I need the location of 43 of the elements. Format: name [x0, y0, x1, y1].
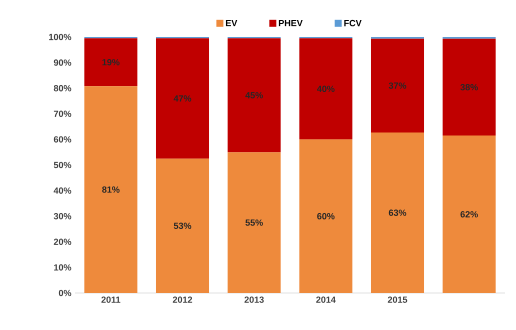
x-tick-label: 2012 [172, 296, 192, 303]
bar [84, 38, 138, 86]
y-tick-label: 40% [54, 187, 72, 194]
bar [156, 38, 210, 159]
y-tick-label: 90% [54, 59, 72, 66]
legend-label: FCV [344, 20, 362, 26]
legend-label: PHEV [278, 20, 303, 26]
y-tick-label: 30% [54, 213, 72, 220]
y-tick-label: 20% [54, 238, 72, 245]
bar [228, 38, 281, 152]
y-tick-label: 0% [58, 290, 72, 296]
y-tick-label: 10% [54, 264, 72, 271]
bar [228, 152, 281, 293]
data-label: 47% [174, 95, 192, 102]
data-label: 37% [388, 82, 406, 89]
bar [442, 38, 496, 136]
bar [370, 38, 424, 132]
legend-label: EV [226, 20, 238, 26]
data-label: 63% [388, 210, 406, 216]
x-tick-label: 2015 [388, 296, 408, 303]
bar [442, 136, 496, 293]
y-tick-label: 70% [54, 110, 72, 117]
data-label: 45% [245, 92, 263, 98]
y-tick-label: 50% [54, 162, 72, 168]
y-tick-label: 100% [49, 34, 72, 40]
y-tick-label: 60% [54, 136, 72, 143]
bar [156, 158, 210, 293]
x-tick-label: 2011 [101, 296, 120, 303]
data-label: 55% [245, 219, 263, 226]
data-label: 81% [102, 186, 120, 193]
data-label: 60% [317, 213, 335, 220]
bar [370, 132, 424, 293]
data-label: 19% [102, 59, 120, 66]
data-label: 62% [460, 211, 478, 218]
data-label: 40% [317, 86, 335, 92]
bar [84, 86, 138, 293]
data-label: 38% [460, 84, 478, 90]
y-tick-label: 80% [54, 85, 72, 92]
bar [299, 38, 352, 140]
data-label: 53% [174, 222, 192, 229]
bar [299, 139, 352, 293]
x-tick-label: 2013 [244, 296, 264, 303]
x-tick-label: 2014 [316, 296, 336, 303]
